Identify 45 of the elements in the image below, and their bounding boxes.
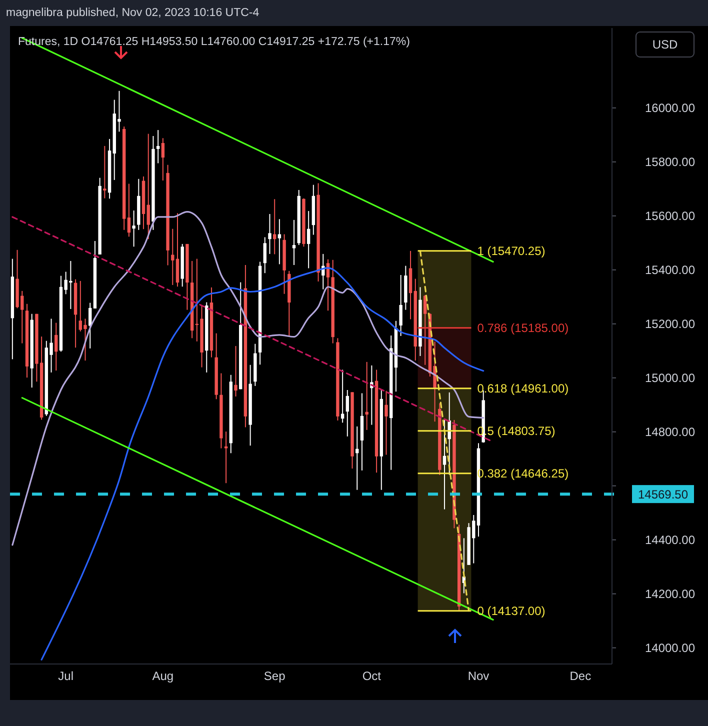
candlestick (272, 198, 276, 255)
text: USD (652, 38, 678, 52)
x-tick-label: Dec (570, 669, 592, 683)
candlestick (365, 361, 368, 430)
candlestick (278, 218, 282, 265)
candlestick (234, 346, 238, 397)
y-tick-label: 15000.00 (644, 371, 696, 386)
candlestick (442, 419, 446, 510)
y-tick-label: 15400.00 (644, 263, 696, 278)
ref-line-label: 0.786 (15185.00) (477, 321, 569, 336)
candlestick (161, 138, 165, 182)
y-tick-label: 16000.00 (644, 101, 696, 116)
candlestick (146, 133, 150, 240)
y-tick-label: 14000.00 (644, 641, 696, 656)
y-tick-label: 14200.00 (644, 587, 696, 602)
candlestick (399, 274, 402, 337)
y-tick-label: 15200.00 (644, 317, 696, 332)
ref-line-label: 0.618 (14961.00) (477, 382, 569, 396)
candlestick (346, 390, 350, 437)
x-tick-label: Oct (362, 669, 382, 683)
y-tick-label: 14400.00 (644, 533, 696, 548)
x-tick-label: Sep (264, 669, 286, 683)
candlestick (88, 302, 92, 349)
chart-subtitle: magnelibra published, Nov 02, 2023 10:16 UTC-4 (6, 7, 260, 19)
candlestick (306, 210, 310, 269)
x-tick-label: Nov (468, 669, 490, 683)
x-tick-label: Jul (58, 669, 74, 683)
candlestick (176, 212, 180, 288)
candlestick (156, 130, 160, 164)
candlestick (171, 228, 174, 286)
candlestick (292, 219, 296, 266)
x-tick-label: Aug (152, 669, 174, 683)
candlestick (132, 210, 136, 248)
ref-line-label: 1 (15470.25) (477, 244, 546, 258)
candlestick (54, 322, 58, 372)
candlestick (127, 183, 131, 238)
candlestick (263, 236, 266, 274)
y-tick-label: 15600.00 (644, 209, 696, 224)
ref-line-label: 14569.50 (638, 487, 688, 502)
y-tick-label: 14800.00 (644, 425, 696, 440)
candlestick (268, 213, 272, 254)
candlestick (103, 145, 106, 199)
y-tick-label: 15800.00 (644, 155, 696, 170)
candlestick (224, 431, 228, 484)
candlestick (384, 390, 388, 456)
